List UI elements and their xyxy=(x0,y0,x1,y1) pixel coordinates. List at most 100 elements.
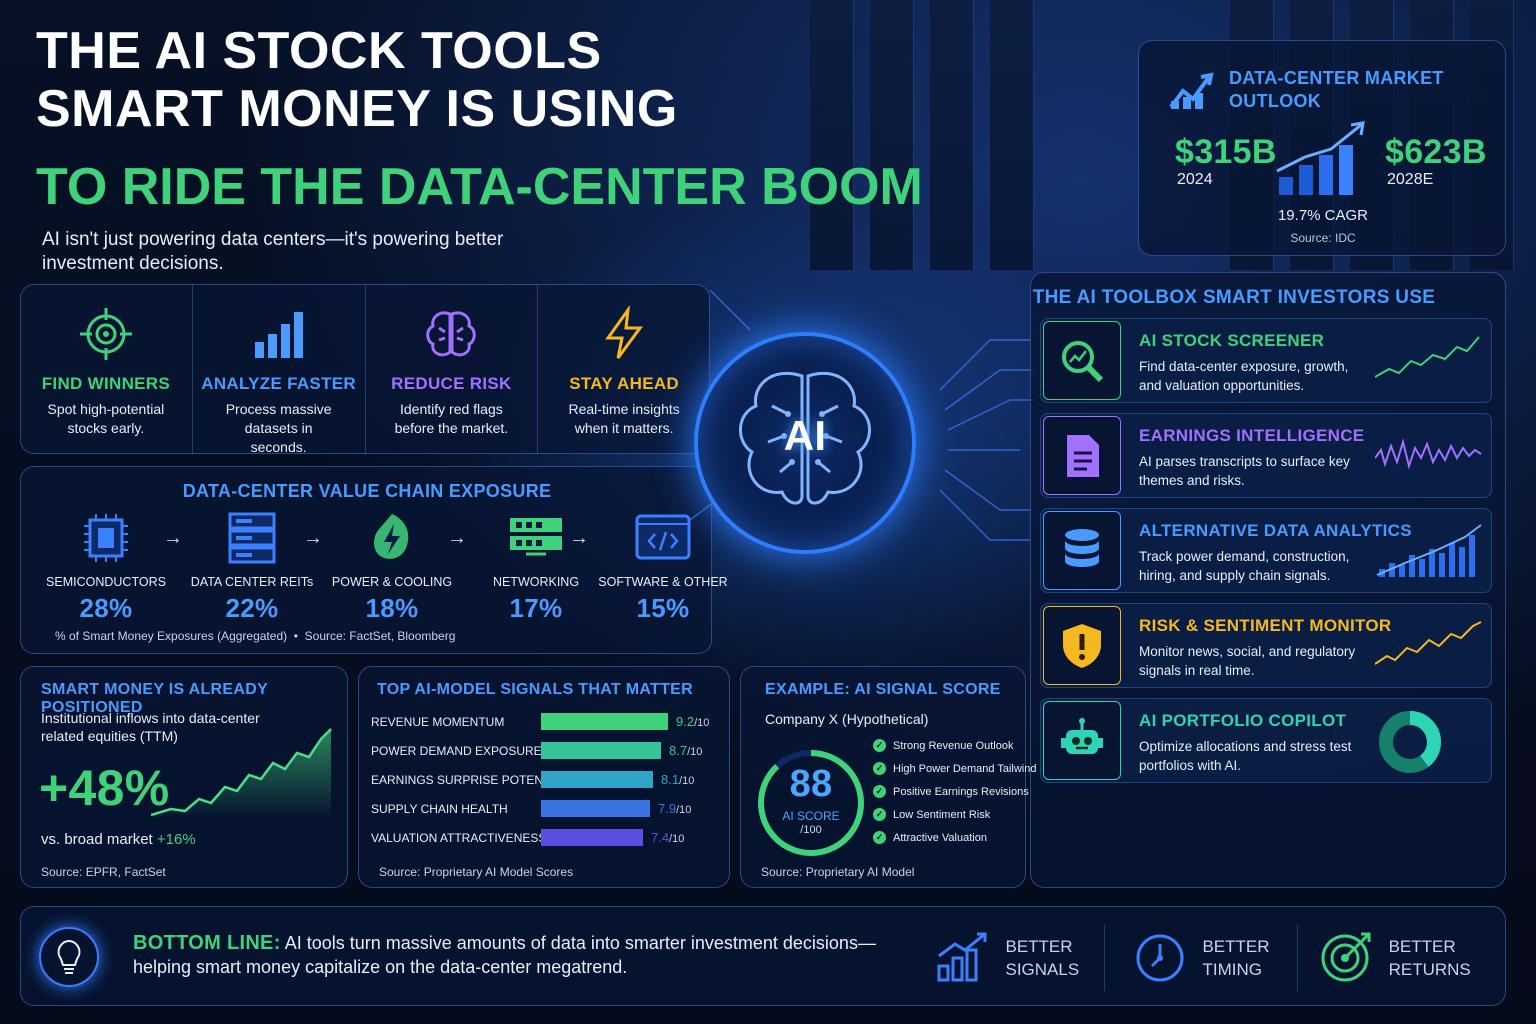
database-icon xyxy=(1043,511,1121,590)
tool-card-earnings-intelligence[interactable]: EARNINGS INTELLIGENCE AI parses transcrip… xyxy=(1040,413,1492,498)
value-chain-item: SOFTWARE & OTHER 15% xyxy=(593,509,733,624)
inflow-value: +48% xyxy=(39,760,170,816)
code-icon xyxy=(593,509,733,567)
signal-bar xyxy=(541,829,643,846)
ai-brain-ring xyxy=(694,332,916,554)
score-gauge xyxy=(758,750,864,856)
trend-chart-icon xyxy=(1169,72,1214,109)
label-2024: 2024 xyxy=(1177,171,1213,188)
company-name: Company X (Hypothetical) xyxy=(765,711,929,727)
tool-sparkline xyxy=(1374,428,1485,489)
value-chain-item: DATA CENTER REITs 22% xyxy=(187,509,317,624)
ai-score: 88 xyxy=(789,763,833,805)
signal-score: 8.7/10 xyxy=(669,743,703,758)
arrow-right-icon: → xyxy=(303,527,323,549)
inflow-chart xyxy=(151,728,332,819)
benefit-desc: Identify red flags before the market. xyxy=(394,401,509,436)
check-item: ✓ Strong Revenue Outlook xyxy=(873,739,1013,752)
toolbox-list: AI STOCK SCREENER Find data-center exposu… xyxy=(1040,318,1492,788)
signal-score-panel: EXAMPLE: AI SIGNAL SCORE Company X (Hypo… xyxy=(740,666,1036,888)
tool-desc: AI parses transcripts to surface key the… xyxy=(1139,454,1350,488)
signals-list: REVENUE MOMENTUM 9.2/10 POWER DEMAND EXPOS… xyxy=(371,711,723,861)
tool-desc: Track power demand, construction, hiring… xyxy=(1139,549,1350,583)
tool-sparkline xyxy=(1374,618,1485,679)
tool-title: RISK & SENTIMENT MONITOR xyxy=(1139,616,1392,635)
value-2028: $623B xyxy=(1385,133,1487,171)
target-arrow-icon xyxy=(1319,928,1375,989)
server-icon xyxy=(187,509,317,567)
value-chain-label: NETWORKING xyxy=(492,575,580,589)
tool-sparkline xyxy=(1374,333,1485,394)
growth-bars-graphic xyxy=(1276,121,1365,195)
network-icon xyxy=(471,509,601,567)
signal-label: POWER DEMAND EXPOSURE xyxy=(371,744,542,758)
clock-icon xyxy=(1132,928,1188,989)
value-chain-pct: 17% xyxy=(509,593,563,623)
magnifier-icon xyxy=(1043,321,1121,400)
value-chain-pct: 22% xyxy=(225,593,279,623)
benefit-desc: Spot high-potential stocks early. xyxy=(47,401,165,436)
benefit-title: ANALYZE FASTER xyxy=(201,374,356,393)
ai-score-max: /100 xyxy=(800,824,822,836)
signal-checks: ✓ Strong Revenue Outlook ✓ High Power Deman… xyxy=(873,739,1036,857)
signal-label: SUPPLY CHAIN HEALTH xyxy=(371,802,508,816)
signal-bar xyxy=(541,800,650,817)
tool-title: ALTERNATIVE DATA ANALYTICS xyxy=(1139,521,1412,540)
smart-money-desc: Institutional inflows into data-center r… xyxy=(41,710,260,744)
check-item: ✓ Positive Earnings Revisions xyxy=(873,785,1029,798)
value-chain-item: NETWORKING 17% xyxy=(471,509,601,624)
arrow-right-icon: → xyxy=(447,527,467,549)
market-outlook-card: DATA-CENTER MARKET OUTLOOK $315B 2024 $6… xyxy=(1138,40,1506,256)
tool-card-risk-sentiment-monitor[interactable]: RISK & SENTIMENT MONITOR Monitor news, so… xyxy=(1040,603,1492,688)
signal-score: 9.2/10 xyxy=(676,714,710,729)
bar-chart-icon xyxy=(251,306,307,367)
vs-market: vs. broad market +16% xyxy=(41,831,196,848)
signals-panel: TOP AI-MODEL SIGNALS THAT MATTER REVENUE… xyxy=(358,666,730,888)
benefits-row: FIND WINNERS Spot high-potential stocks e… xyxy=(20,284,710,455)
benefit-desc: Real-time insights when it matters. xyxy=(568,401,680,436)
signal-score-source: Source: Proprietary AI Model xyxy=(761,865,915,879)
value-chain-label: SEMICONDUCTORS xyxy=(46,575,166,589)
value-chain-panel: DATA-CENTER VALUE CHAIN EXPOSURE SEMICON… xyxy=(20,466,728,654)
value-chain-label: SOFTWARE & OTHER xyxy=(598,575,728,589)
signal-label: REVENUE MOMENTUM xyxy=(371,715,505,729)
value-chain-footnote: % of Smart Money Exposures (Aggregated) … xyxy=(55,629,456,643)
value-chain-items: SEMICONDUCTORS 28% → DATA CENTER REITs 22% → P… xyxy=(31,509,728,624)
tool-sparkline xyxy=(1375,707,1445,782)
market-outlook-title: DATA-CENTER MARKET OUTLOOK xyxy=(1229,68,1444,111)
benefit-desc: Process massive datasets in seconds. xyxy=(225,401,332,455)
signal-bar xyxy=(541,713,668,730)
market-source: Source: IDC xyxy=(1290,231,1356,245)
bottom-item-label: BETTER SIGNALS xyxy=(1005,937,1080,979)
benefit-title: FIND WINNERS xyxy=(41,374,170,393)
benefits-panel xyxy=(20,284,710,454)
signal-label: VALUATION ATTRACTIVENESS xyxy=(371,831,547,845)
tool-card-ai-stock-screener[interactable]: AI STOCK SCREENER Find data-center exposu… xyxy=(1040,318,1492,403)
signal-bar xyxy=(541,742,661,759)
score-arc xyxy=(758,750,864,856)
page-title: THE AI STOCK TOOLS SMART MONEY IS USING xyxy=(36,22,678,138)
smart-money-panel: SMART MONEY IS ALREADY POSITIONED Instit… xyxy=(20,666,348,888)
value-chain-title: DATA-CENTER VALUE CHAIN EXPOSURE xyxy=(182,481,552,501)
tool-desc: Monitor news, social, and regulatory sig… xyxy=(1139,644,1356,678)
benefit-title: REDUCE RISK xyxy=(391,374,512,393)
lightbulb-icon xyxy=(39,927,99,987)
tool-desc: Find data-center exposure, growth, and v… xyxy=(1139,359,1349,393)
target-icon xyxy=(78,306,134,367)
signal-bar xyxy=(541,771,653,788)
tool-card-ai-portfolio-copilot[interactable]: AI PORTFOLIO COPILOT Optimize allocations… xyxy=(1040,698,1492,783)
document-icon xyxy=(1043,416,1121,495)
rising-bars-icon xyxy=(935,928,991,989)
check-icon: ✓ xyxy=(873,808,886,821)
ai-label: AI xyxy=(783,412,827,459)
page-title-highlight: TO RIDE THE DATA-CENTER BOOM xyxy=(36,158,923,216)
tool-card-alternative-data-analytics[interactable]: ALTERNATIVE DATA ANALYTICS Track power de… xyxy=(1040,508,1492,593)
bottom-item-signals: BETTER SIGNALS xyxy=(911,925,1104,991)
value-chain-item: SEMICONDUCTORS 28% xyxy=(41,509,171,624)
circuit-lines xyxy=(690,289,1035,541)
signal-score: 7.4/10 xyxy=(651,830,685,845)
page-subtitle: AI isn't just powering data centers—it's… xyxy=(42,229,504,274)
smart-money-source: Source: EPFR, FactSet xyxy=(41,865,166,879)
brain-icon xyxy=(423,306,479,367)
signals-source: Source: Proprietary AI Model Scores xyxy=(379,865,574,879)
